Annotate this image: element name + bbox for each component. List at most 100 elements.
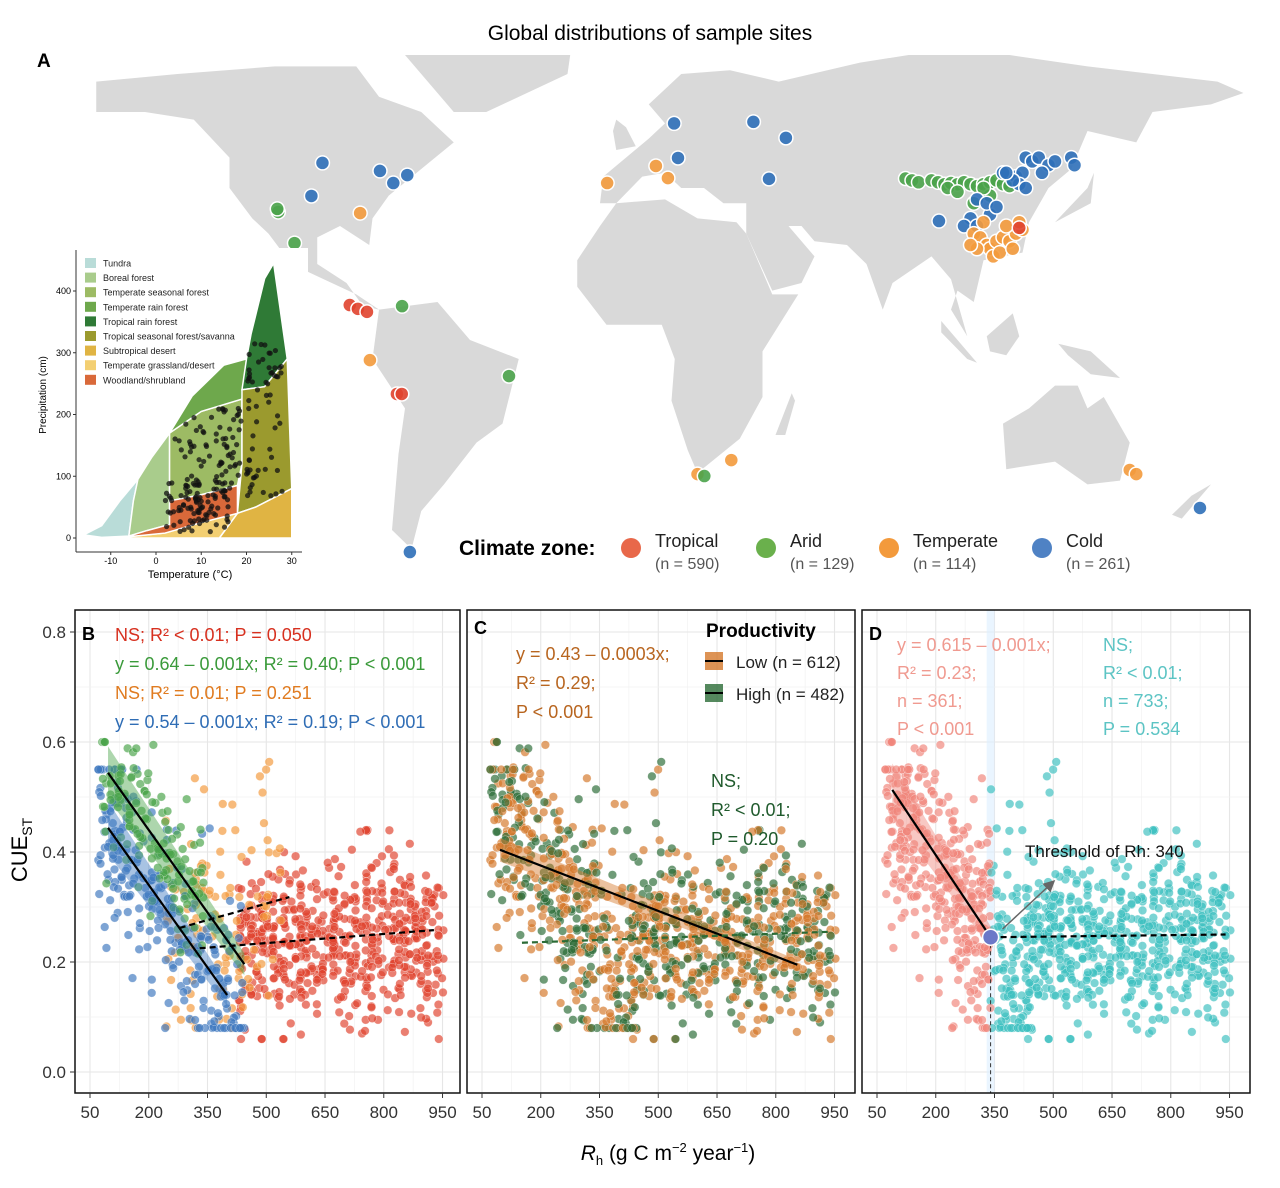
data-point — [295, 879, 305, 890]
data-point — [963, 1015, 973, 1025]
data-point — [982, 838, 992, 848]
data-point — [100, 922, 110, 932]
data-point — [899, 777, 909, 787]
data-point — [205, 823, 215, 833]
data-point — [651, 984, 661, 994]
data-point — [96, 791, 106, 801]
data-point — [1050, 835, 1060, 845]
data-point — [396, 990, 406, 1000]
data-point — [489, 815, 499, 825]
data-point — [891, 764, 901, 775]
data-point — [1137, 941, 1147, 951]
data-point — [188, 876, 198, 886]
data-point — [540, 872, 551, 883]
site-marker — [385, 175, 402, 191]
data-point — [286, 1018, 296, 1028]
data-point — [328, 959, 338, 969]
data-point — [245, 983, 255, 993]
data-point — [394, 1007, 404, 1017]
site-marker — [975, 214, 992, 230]
panel-b-scatter: B 50 200 350 500 650 800 950 0.0 0.2 0.4 0.6 0.8 NS; … — [42, 609, 461, 1122]
data-point — [622, 825, 632, 835]
x-tick-label: 200 — [135, 1103, 163, 1122]
inset-y-tick-label: 200 — [56, 410, 71, 420]
data-point — [1208, 941, 1218, 951]
data-point — [1154, 863, 1164, 873]
biome-legend-swatch — [85, 258, 96, 268]
data-point — [513, 845, 523, 855]
inset-site-dot — [250, 433, 256, 439]
data-point — [574, 976, 584, 986]
inset-site-dot — [246, 405, 252, 412]
data-point — [1193, 882, 1203, 892]
data-point — [955, 963, 965, 973]
data-point — [1001, 974, 1012, 984]
data-point — [264, 847, 274, 857]
site-marker — [761, 171, 777, 187]
inset-site-dot — [187, 488, 193, 495]
data-point — [578, 839, 588, 849]
data-point — [1164, 851, 1174, 861]
data-point — [540, 740, 550, 750]
data-point — [911, 891, 921, 901]
data-point — [601, 1016, 611, 1026]
data-point — [624, 916, 634, 926]
data-point — [1066, 964, 1076, 974]
landmass-greenland — [404, 55, 571, 112]
inset-site-dot — [278, 370, 284, 376]
data-point — [344, 1011, 354, 1021]
data-point — [722, 854, 732, 864]
data-point — [336, 992, 346, 1002]
data-point — [301, 1000, 311, 1010]
plot-area — [93, 737, 449, 1044]
inset-site-dot — [180, 502, 187, 508]
data-point — [1181, 1007, 1191, 1017]
site-marker — [962, 237, 979, 253]
data-point — [1023, 884, 1033, 894]
data-point — [491, 827, 502, 837]
data-point — [688, 1030, 698, 1040]
data-point — [1115, 937, 1125, 947]
data-point — [1005, 799, 1015, 809]
data-point — [285, 994, 295, 1004]
data-point — [540, 893, 550, 903]
data-point — [360, 1026, 370, 1036]
data-point — [721, 909, 731, 919]
data-point — [984, 829, 994, 839]
data-point — [630, 1002, 640, 1012]
inset-site-dot — [181, 527, 187, 533]
data-point — [948, 955, 958, 965]
data-point — [908, 866, 918, 876]
biome-legend-swatch — [85, 360, 96, 371]
inset-site-dot — [187, 439, 193, 445]
site-marker — [910, 174, 927, 191]
site-marker — [648, 158, 664, 174]
data-point — [1147, 1026, 1157, 1036]
data-point — [405, 949, 415, 959]
data-point — [101, 878, 111, 888]
data-point — [699, 986, 709, 996]
data-point — [731, 1019, 741, 1029]
data-point — [732, 978, 742, 988]
data-point — [215, 847, 225, 857]
data-point — [1065, 1034, 1076, 1044]
data-point — [400, 973, 410, 983]
inset-site-dot — [178, 447, 184, 453]
data-point — [421, 870, 431, 881]
inset-site-dot — [220, 436, 226, 442]
data-point — [1171, 844, 1181, 854]
data-point — [1055, 933, 1065, 943]
inset-site-dot — [215, 505, 221, 511]
data-point — [934, 797, 944, 807]
zone-swatch-tropical — [621, 538, 641, 558]
data-point — [824, 1008, 834, 1018]
data-point — [1210, 887, 1220, 897]
data-point — [579, 903, 590, 913]
data-point — [1148, 868, 1158, 878]
data-point — [628, 1034, 638, 1044]
data-point — [1082, 903, 1092, 914]
inset-site-dot — [265, 381, 271, 387]
inset-site-dot — [171, 522, 177, 528]
inset-site-dot — [177, 519, 183, 525]
data-point — [124, 810, 135, 820]
